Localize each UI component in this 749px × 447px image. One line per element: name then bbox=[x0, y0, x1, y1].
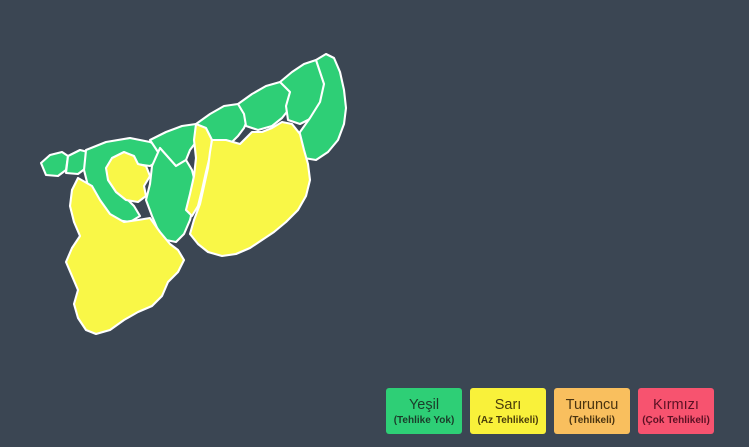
legend-item-green-sublabel: (Tehlike Yok) bbox=[393, 414, 455, 426]
legend-item-orange-sublabel: (Tehlikeli) bbox=[569, 414, 615, 426]
risk-legend: Yeşil (Tehlike Yok) Sarı (Az Tehlikeli) … bbox=[386, 388, 714, 434]
legend-item-yellow-label: Sarı bbox=[494, 396, 522, 413]
legend-item-green[interactable]: Yeşil (Tehlike Yok) bbox=[386, 388, 462, 434]
district-north-central-west-south[interactable] bbox=[144, 146, 198, 244]
district-southeast-large[interactable] bbox=[188, 120, 312, 258]
district-east[interactable] bbox=[294, 52, 348, 162]
district-west-tip-a[interactable] bbox=[39, 150, 70, 178]
legend-item-red-label: Kırmızı bbox=[653, 396, 699, 413]
legend-item-red[interactable]: Kırmızı (Çok Tehlikeli) bbox=[638, 388, 714, 434]
district-southwest[interactable] bbox=[64, 176, 186, 336]
legend-item-yellow[interactable]: Sarı (Az Tehlikeli) bbox=[470, 388, 546, 434]
legend-item-red-sublabel: (Çok Tehlikeli) bbox=[642, 414, 710, 426]
district-inner-enclave[interactable] bbox=[104, 150, 152, 204]
legend-item-yellow-sublabel: (Az Tehlikeli) bbox=[477, 414, 539, 426]
legend-item-orange-label: Turuncu bbox=[565, 396, 619, 413]
legend-item-green-label: Yeşil bbox=[408, 396, 440, 413]
map-container bbox=[0, 0, 380, 370]
legend-item-orange[interactable]: Turuncu (Tehlikeli) bbox=[554, 388, 630, 434]
map-svg bbox=[39, 52, 348, 336]
